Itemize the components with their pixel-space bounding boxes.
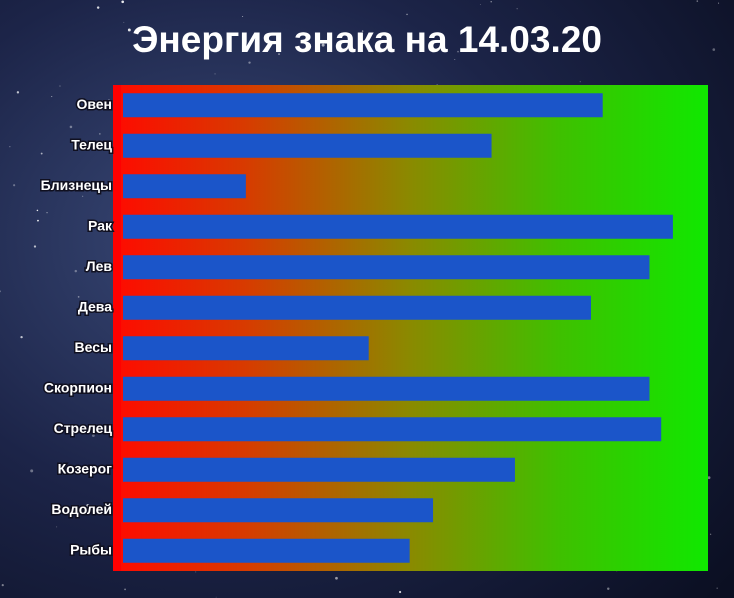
star [87, 264, 91, 268]
star [90, 472, 94, 476]
category-label: Близнецы [41, 177, 112, 193]
star [74, 269, 78, 273]
star [123, 21, 125, 23]
category-label: Водолей [51, 501, 112, 517]
star [457, 50, 459, 53]
star [127, 28, 131, 32]
star [9, 146, 11, 148]
star [108, 99, 110, 101]
star [454, 58, 456, 60]
star [96, 6, 100, 9]
bar [123, 255, 650, 280]
star [86, 504, 89, 507]
star [121, 0, 125, 4]
star [479, 4, 481, 6]
star [82, 195, 84, 197]
star [51, 96, 53, 98]
star [98, 132, 101, 135]
bar [123, 457, 515, 482]
bar [123, 336, 369, 361]
star [321, 43, 325, 47]
bar [123, 93, 603, 118]
star [490, 1, 492, 3]
star [709, 533, 712, 535]
bar [123, 214, 673, 239]
bar [123, 133, 492, 158]
category-label: Лев [86, 258, 113, 274]
star [16, 91, 20, 94]
star [30, 469, 34, 473]
star [97, 431, 100, 434]
star [33, 245, 37, 248]
star [46, 212, 48, 214]
bar [123, 538, 410, 563]
star [361, 30, 364, 32]
bar [123, 174, 246, 199]
star [712, 48, 716, 51]
bar [123, 295, 591, 320]
star [516, 8, 518, 10]
star [195, 571, 197, 573]
bar [123, 417, 662, 442]
bar [123, 498, 434, 523]
star [37, 219, 39, 222]
star [707, 476, 711, 480]
plot-border [113, 85, 121, 571]
star [696, 0, 699, 2]
star [718, 2, 720, 4]
category-label: Рак [88, 217, 113, 233]
category-label: Рыбы [70, 541, 112, 557]
star [215, 596, 217, 598]
star [607, 587, 610, 590]
star [214, 73, 216, 75]
star [579, 81, 581, 83]
star [59, 85, 61, 87]
star [87, 184, 89, 187]
star [335, 576, 338, 580]
star [278, 53, 281, 56]
star [36, 209, 39, 212]
chart-title: Энергия знака на 14.03.20 [132, 19, 602, 60]
star [242, 15, 244, 17]
star [13, 184, 16, 187]
category-label: Скорпион [44, 379, 112, 395]
category-label: Телец [71, 136, 112, 152]
plot-area [113, 85, 708, 571]
star [0, 290, 2, 293]
star [716, 587, 718, 589]
star [92, 434, 95, 437]
star [248, 61, 251, 64]
star [20, 335, 23, 339]
category-label: Овен [76, 96, 112, 112]
category-label: Весы [75, 339, 112, 355]
star [481, 44, 484, 47]
star [398, 590, 402, 594]
star [40, 152, 43, 155]
star [77, 295, 80, 298]
star [69, 125, 73, 129]
star [124, 588, 126, 591]
star [1, 584, 4, 587]
bar [123, 376, 650, 401]
category-label: Козерог [58, 460, 113, 476]
category-label: Дева [78, 298, 112, 314]
category-label: Стрелец [54, 420, 113, 436]
star [56, 526, 58, 528]
star [406, 13, 408, 16]
